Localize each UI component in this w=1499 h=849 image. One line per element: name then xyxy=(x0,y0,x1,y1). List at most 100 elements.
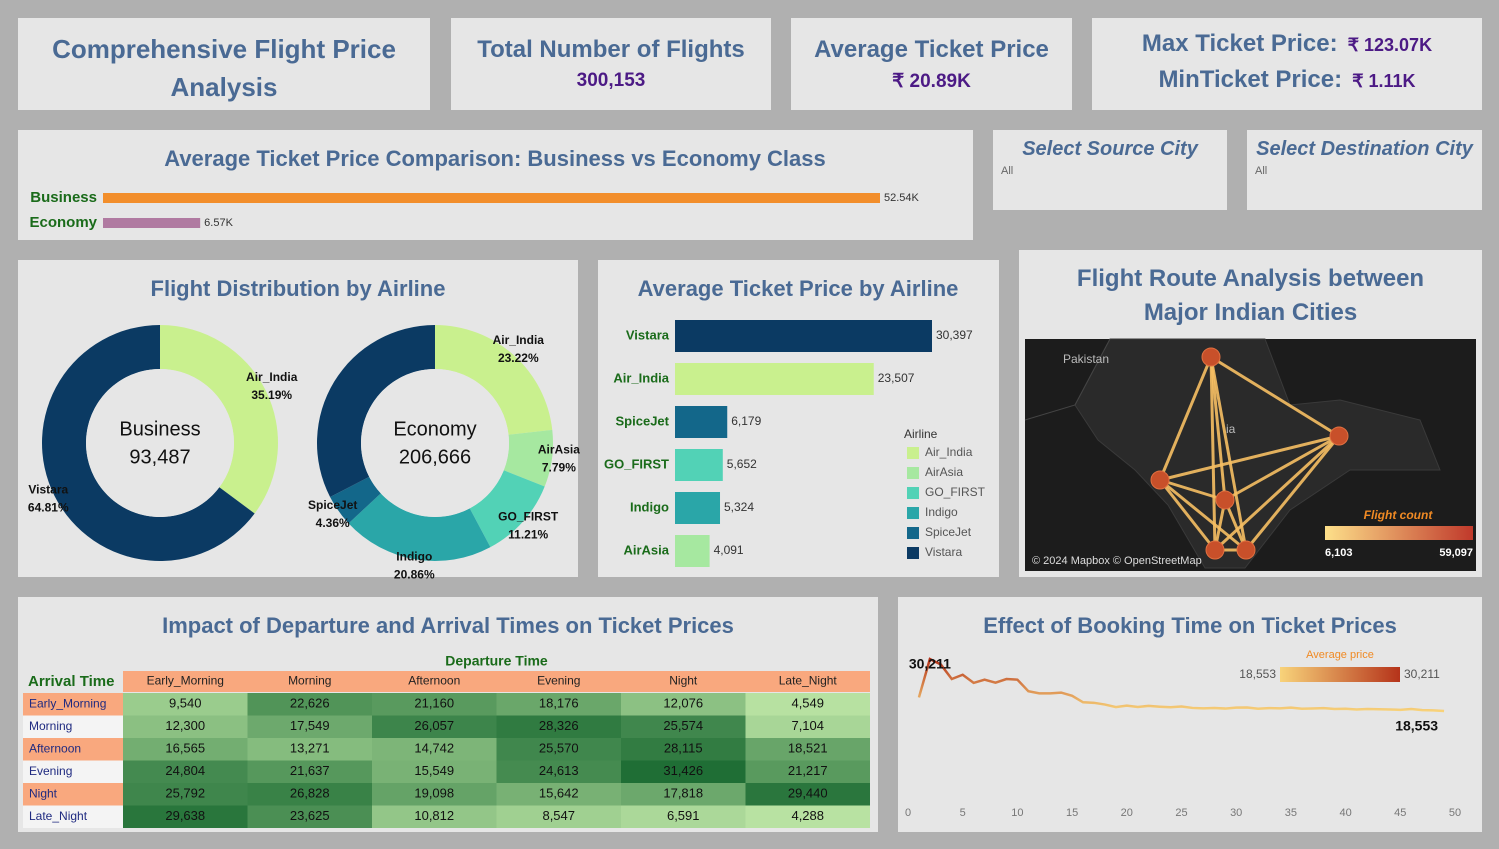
category-label: Economy xyxy=(29,214,97,231)
x-tick-label: 15 xyxy=(1066,807,1078,819)
city-marker xyxy=(1205,540,1225,560)
heat-cell xyxy=(372,715,497,738)
donut-hole xyxy=(361,369,509,517)
heat-cell xyxy=(247,805,372,828)
cell-label: 26,828 xyxy=(290,786,330,801)
cell-label: 21,160 xyxy=(414,696,454,711)
heat-cell xyxy=(372,805,497,828)
data-label: 23,507 xyxy=(878,371,915,385)
heat-cell xyxy=(247,760,372,783)
heat-cell xyxy=(247,715,372,738)
data-label: 6,179 xyxy=(731,414,761,428)
cell-label: 13,271 xyxy=(290,741,330,756)
donut-total: 93,487 xyxy=(129,446,190,468)
x-tick-label: 40 xyxy=(1339,807,1351,819)
heat-cell xyxy=(123,760,248,783)
city-marker xyxy=(1215,490,1235,510)
bar xyxy=(675,492,721,524)
heat-cell xyxy=(745,738,870,761)
row-header: Afternoon xyxy=(29,741,81,755)
filter[interactable]: Select Source City All xyxy=(993,130,1227,210)
city-marker xyxy=(1150,470,1170,490)
legend-label: AirAsia xyxy=(925,465,963,479)
cell-label: 15,642 xyxy=(539,786,579,801)
cell-label: 18,176 xyxy=(539,696,579,711)
kpi-card: Max Ticket Price: ₹ 123.07K MinTicket Pri… xyxy=(1092,18,1482,110)
cell-label: 29,638 xyxy=(165,808,205,823)
cell-label: 21,217 xyxy=(788,763,828,778)
bar xyxy=(675,363,874,395)
heat-cell xyxy=(123,783,248,806)
kpi-card: Total Number of Flights 300,153 xyxy=(451,18,771,110)
category-label: GO_FIRST xyxy=(604,456,669,471)
dashboard-title: Comprehensive Flight Price Analysis xyxy=(18,18,430,110)
cell-label: 28,115 xyxy=(664,741,703,756)
legend-bar xyxy=(1280,667,1400,682)
map-label: ia xyxy=(1226,422,1236,436)
legend-swatch xyxy=(907,487,919,499)
category-label: AirAsia xyxy=(623,542,669,557)
chart-title: Impact of Departure and Arrival Times on… xyxy=(162,613,734,638)
route-line xyxy=(1159,478,1247,552)
land xyxy=(1074,338,1441,569)
panel xyxy=(898,597,1482,832)
route-line xyxy=(1159,434,1340,482)
kpi-value: ₹ 123.07K xyxy=(1347,35,1433,55)
city-marker xyxy=(1329,426,1349,446)
slice-label: Air_India xyxy=(493,333,545,347)
donut-slice xyxy=(41,325,255,561)
legend-swatch xyxy=(907,467,919,479)
cell-label: 23,625 xyxy=(290,808,330,823)
heat-cell xyxy=(496,738,621,761)
filter-value[interactable]: All xyxy=(1255,165,1268,177)
donut-total: 206,666 xyxy=(399,446,471,468)
kpi-label: MinTicket Price: xyxy=(1158,66,1343,93)
donut-slice xyxy=(160,325,278,514)
slice-label: Indigo xyxy=(396,549,432,563)
column-header-cell xyxy=(745,671,870,692)
heat-cell xyxy=(496,693,621,716)
city-marker xyxy=(1236,540,1256,560)
chart-title: Average Ticket Price by Airline xyxy=(638,276,959,301)
kpi-label: Total Number of Flights xyxy=(477,36,745,63)
x-tick-label: 35 xyxy=(1285,807,1297,819)
donut-slice xyxy=(469,470,545,548)
x-tick-label: 20 xyxy=(1121,807,1133,819)
chart-title: Effect of Booking Time on Ticket Prices xyxy=(983,613,1397,638)
legend-label: SpiceJet xyxy=(925,525,972,539)
heat-cell xyxy=(247,693,372,716)
slice-value: 11.21% xyxy=(508,528,548,542)
legend-title: Airline xyxy=(904,427,938,441)
bar xyxy=(675,406,728,438)
column-header-cell xyxy=(496,671,621,692)
route-line xyxy=(1209,356,1217,551)
column-header: Morning xyxy=(288,674,331,688)
x-tick-label: 50 xyxy=(1449,807,1461,819)
route-line xyxy=(1209,356,1248,551)
filter[interactable]: Select Destination City All xyxy=(1247,130,1482,210)
category-label: Business xyxy=(30,189,97,206)
heat-cell xyxy=(123,715,248,738)
bar xyxy=(675,449,723,481)
cell-label: 4,549 xyxy=(791,696,824,711)
filter-value[interactable]: All xyxy=(1001,165,1014,177)
kpi-label: Max Ticket Price: xyxy=(1141,30,1338,57)
heat-cell xyxy=(621,783,746,806)
legend-swatch xyxy=(907,527,919,539)
chart-title: Flight Distribution by Airline xyxy=(151,276,446,301)
heat-cell xyxy=(372,760,497,783)
column-header: Evening xyxy=(537,674,580,688)
cell-label: 16,565 xyxy=(165,741,205,756)
row-header-cell xyxy=(23,693,123,716)
city-marker xyxy=(1201,347,1221,367)
donut-slice xyxy=(503,429,553,487)
axis-title: Departure Time xyxy=(445,653,548,669)
x-tick-label: 0 xyxy=(905,807,911,819)
cell-label: 7,104 xyxy=(791,718,824,733)
kpi-card: Average Ticket Price ₹ 20.89K xyxy=(791,18,1072,110)
heat-cell xyxy=(621,738,746,761)
route-line xyxy=(1213,434,1341,552)
map-label: Pakistan xyxy=(1063,352,1109,366)
